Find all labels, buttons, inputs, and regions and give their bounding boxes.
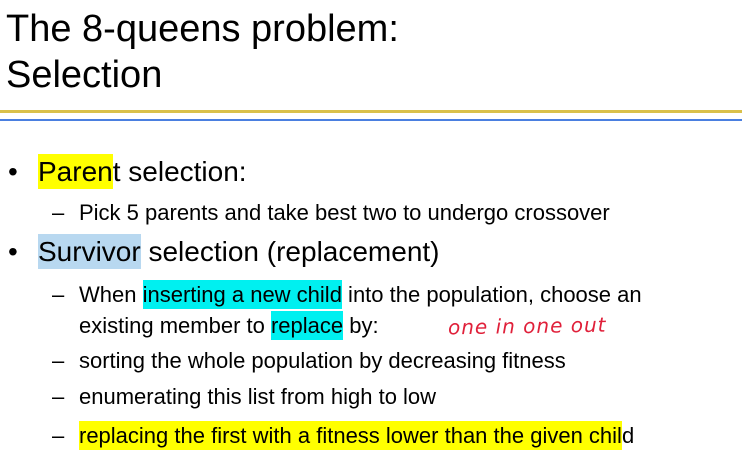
- subitem-when-inserting: – When inserting a new child into the pop…: [52, 280, 642, 309]
- sub-text-part1: When: [79, 282, 143, 307]
- sub-marker: –: [52, 384, 65, 409]
- cont-text-part2: by:: [343, 313, 379, 338]
- highlight-replace: replace: [270, 311, 344, 340]
- slide-title: The 8-queens problem: Selection: [6, 6, 399, 98]
- bullet-parent-selection: • Parent selection:: [8, 154, 247, 189]
- sub-text: sorting the whole population by decreasi…: [79, 348, 566, 373]
- bullet-text: t selection:: [112, 156, 247, 187]
- title-divider-blue: [0, 119, 742, 121]
- subitem-replacing: – replacing the first with a fitness lowe…: [52, 421, 635, 450]
- sub-marker: –: [52, 423, 65, 448]
- highlight-inserting-new-child: inserting a new child: [142, 280, 342, 309]
- bullet-marker: •: [8, 156, 18, 187]
- bullet-text: selection (replacement): [140, 236, 440, 267]
- title-line-1: The 8-queens problem:: [6, 8, 399, 50]
- title-divider-gold: [0, 110, 742, 113]
- highlight-parent: Paren: [38, 154, 113, 189]
- sub-marker: –: [52, 282, 65, 307]
- sub-text: enumerating this list from high to low: [79, 384, 437, 409]
- handwritten-annotation: one in one out: [447, 312, 607, 340]
- sub-text: Pick 5 parents and take best two to unde…: [79, 200, 610, 225]
- subitem-sorting: – sorting the whole population by decreas…: [52, 348, 566, 374]
- subitem-pick-parents: – Pick 5 parents and take best two to und…: [52, 200, 610, 226]
- sub-text-part2: into the population, choose an: [341, 282, 642, 307]
- subitem-enumerating: – enumerating this list from high to low: [52, 384, 436, 410]
- sub-marker: –: [52, 200, 65, 225]
- subitem-when-inserting-continued: existing member to replace by:: [79, 311, 379, 340]
- bullet-marker: •: [8, 236, 18, 267]
- title-line-2: Selection: [6, 54, 163, 96]
- sub-text-rest: d: [621, 423, 635, 448]
- sub-marker: –: [52, 348, 65, 373]
- cont-text-part1: existing member to: [79, 313, 271, 338]
- highlight-survivor: Survivor: [38, 234, 141, 269]
- bullet-survivor-selection: • Survivor selection (replacement): [8, 234, 440, 269]
- highlight-replacing-first: replacing the first with a fitness lower…: [79, 421, 622, 450]
